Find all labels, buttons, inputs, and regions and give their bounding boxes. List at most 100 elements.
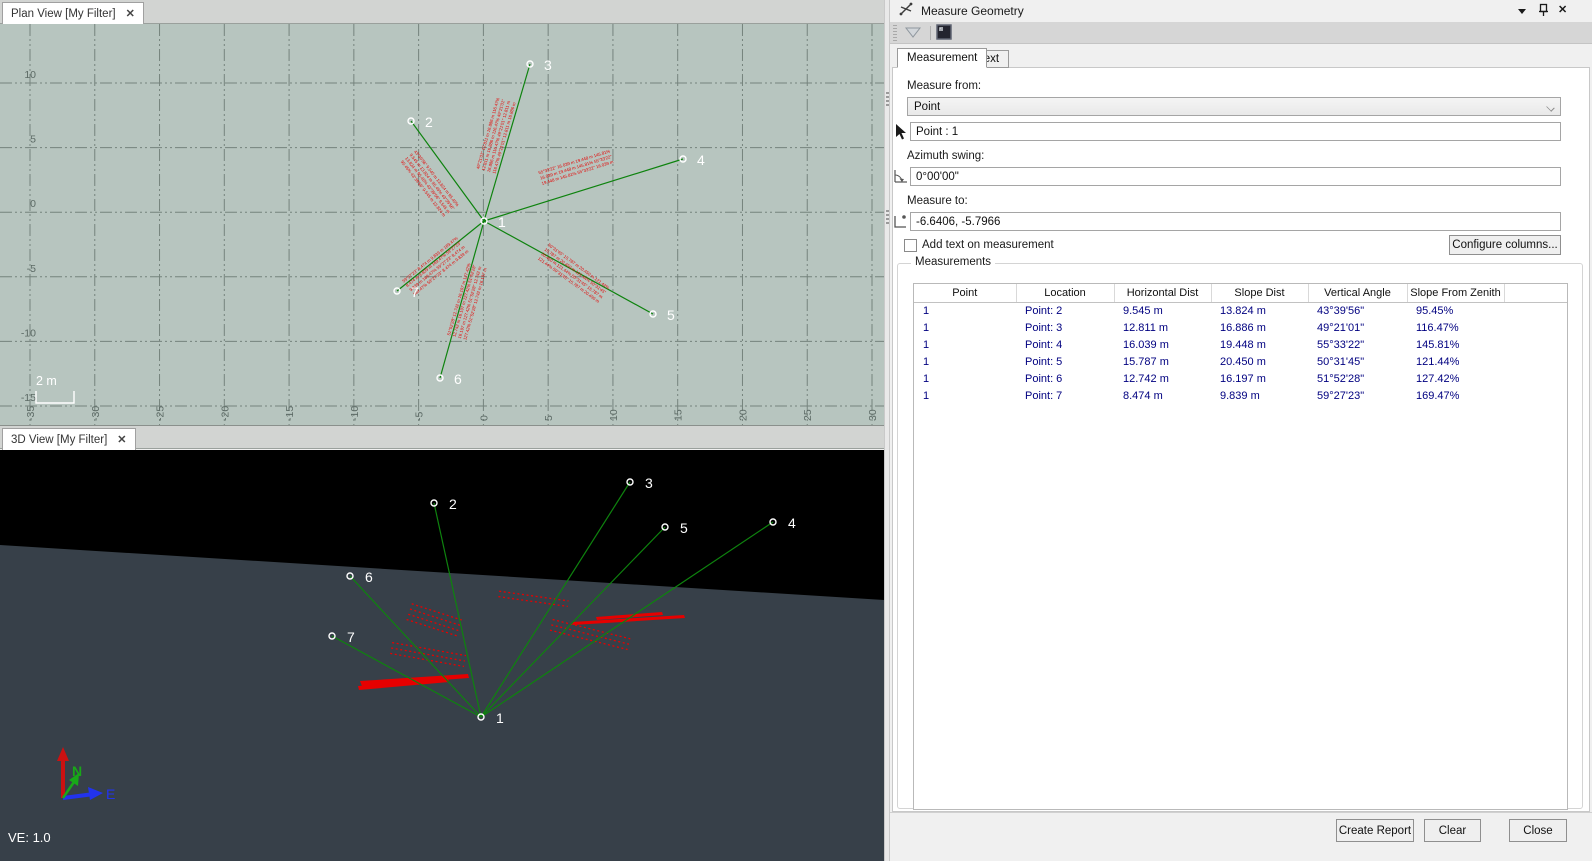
table-cell: 1	[923, 304, 930, 317]
angle-icon	[893, 168, 908, 184]
point-marker[interactable]	[626, 478, 634, 486]
column-header[interactable]: Location	[1016, 284, 1115, 303]
tab-measurement-label: Measurement	[907, 52, 978, 64]
measurement-line[interactable]	[410, 120, 485, 222]
table-cell: 55°33'22"	[1317, 338, 1365, 351]
toolbar-grip[interactable]	[893, 25, 897, 41]
point-marker[interactable]	[679, 155, 687, 163]
table-row[interactable]: 1 Point: 3 12.811 m 16.886 m 49°21'01" 116.47…	[914, 319, 1567, 336]
close-button[interactable]: Close	[1509, 819, 1567, 842]
tab-3d-view[interactable]: 3D View [My Filter] ✕	[2, 428, 136, 450]
dropdown-triangle-icon[interactable]	[904, 26, 924, 40]
panel-menu-caret-icon[interactable]	[1518, 9, 1526, 14]
measurement-line[interactable]	[396, 220, 485, 292]
measurement-line[interactable]	[483, 220, 654, 315]
point-label: 2	[449, 496, 457, 512]
red-scan-strip	[360, 674, 469, 686]
coordinate-point-icon	[893, 213, 908, 229]
toolbar-separator	[930, 26, 931, 40]
table-row[interactable]: 1 Point: 7 8.474 m 9.839 m 59°27'23" 169.47%	[914, 387, 1567, 404]
measure-from-point-value: Point : 1	[916, 125, 959, 138]
configure-columns-label: Configure columns...	[1452, 239, 1558, 251]
table-row[interactable]: 1 Point: 5 15.787 m 20.450 m 50°31'45" 121.44…	[914, 353, 1567, 370]
cursor-pick-icon[interactable]	[893, 124, 908, 140]
measure-to-input[interactable]: -6.6406, -5.7966	[910, 212, 1561, 231]
measurement-line[interactable]	[483, 63, 531, 222]
tab-measurement[interactable]: Measurement	[897, 48, 988, 68]
y-axis-tick-label: 0	[30, 198, 36, 210]
point-label: 1	[496, 710, 504, 726]
chevron-down-icon	[1546, 103, 1555, 112]
column-header[interactable]: Slope From Zenith	[1407, 284, 1505, 303]
point-marker[interactable]	[407, 117, 415, 125]
table-row[interactable]: 1 Point: 2 9.545 m 13.824 m 43°39'56" 95.45%	[914, 302, 1567, 319]
column-header[interactable]: Point	[914, 284, 1017, 303]
measurement-line[interactable]	[349, 575, 482, 718]
column-header[interactable]: Vertical Angle	[1308, 284, 1408, 303]
plan-view-canvas[interactable]: -35 -30 -25 -20 -15 -10 -5 0 5 10 15 20 25 301050-5-1…	[0, 24, 884, 425]
measurement-line[interactable]	[331, 635, 482, 718]
north-axis-label: N	[72, 763, 82, 779]
point-marker[interactable]	[769, 518, 777, 526]
measurement-line[interactable]	[480, 521, 774, 718]
column-header[interactable]: Slope Dist	[1211, 284, 1309, 303]
snapshot-tool-icon[interactable]	[936, 24, 953, 41]
clear-label: Clear	[1438, 824, 1467, 837]
x-axis-tick-label: 15	[673, 409, 685, 421]
close-icon[interactable]: ✕	[117, 434, 127, 446]
column-header[interactable]: Horizontal Dist	[1114, 284, 1212, 303]
x-axis-tick-label: 0	[478, 415, 490, 421]
point-label: 4	[697, 152, 705, 168]
point-marker[interactable]	[430, 499, 438, 507]
measurement-line[interactable]	[480, 481, 631, 718]
table-cell: Point: 3	[1025, 321, 1063, 334]
point-marker[interactable]	[393, 287, 401, 295]
point-marker[interactable]	[480, 217, 488, 225]
clear-button[interactable]: Clear	[1424, 819, 1481, 842]
point-marker[interactable]	[436, 374, 444, 382]
table-cell: Point: 6	[1025, 372, 1063, 385]
table-cell: 15.787 m	[1123, 355, 1169, 368]
table-cell: 127.42%	[1416, 372, 1460, 385]
red-scan-strip	[572, 615, 685, 625]
measurement-line[interactable]	[483, 158, 684, 222]
measurement-line[interactable]	[480, 526, 666, 718]
point-label: 5	[680, 520, 688, 536]
close-label: Close	[1523, 824, 1553, 837]
close-icon[interactable]: ✕	[1558, 4, 1568, 16]
red-scan-strip	[358, 679, 449, 690]
azimuth-swing-input[interactable]: 0°00'00"	[910, 167, 1561, 186]
point-label: 6	[365, 569, 373, 585]
point-label: 6	[454, 371, 462, 387]
tab-plan-view[interactable]: Plan View [My Filter] ✕	[2, 2, 144, 24]
scale-bar-label: 2 m	[36, 374, 57, 388]
tab-3d-view-label: 3D View [My Filter]	[11, 433, 108, 446]
create-report-button[interactable]: Create Report	[1336, 819, 1414, 842]
add-text-checkbox[interactable]	[904, 239, 917, 252]
measurement-line[interactable]	[439, 220, 485, 379]
measure-from-dropdown[interactable]: Point	[907, 97, 1561, 116]
panel-splitter[interactable]	[884, 0, 890, 861]
pin-icon[interactable]	[1538, 3, 1549, 20]
x-axis-tick-label: -15	[284, 406, 296, 421]
panel-titlebar: Measure Geometry ✕	[890, 0, 1592, 22]
table-row[interactable]: 1 Point: 4 16.039 m 19.448 m 55°33'22" 145.81…	[914, 336, 1567, 353]
point-marker[interactable]	[328, 632, 336, 640]
close-icon[interactable]: ✕	[125, 8, 135, 20]
measure-from-point-input[interactable]: Point : 1	[910, 122, 1561, 141]
table-cell	[1504, 302, 1567, 319]
measure-from-value: Point	[914, 100, 941, 113]
point-marker[interactable]	[661, 523, 669, 531]
measurement-line[interactable]	[433, 502, 482, 718]
table-row[interactable]: 1 Point: 6 12.742 m 16.197 m 51°52'28" 127.42…	[914, 370, 1567, 387]
table-cell	[1504, 353, 1567, 370]
point-marker[interactable]	[526, 60, 534, 68]
column-header[interactable]	[1504, 284, 1567, 303]
point-marker[interactable]	[649, 310, 657, 318]
point-marker[interactable]	[477, 713, 485, 721]
configure-columns-button[interactable]: Configure columns...	[1449, 235, 1561, 255]
point-marker[interactable]	[346, 572, 354, 580]
measurements-table-container[interactable]: Point Location Horizontal Dist Slope Dist Ve…	[913, 283, 1568, 810]
table-cell: 95.45%	[1416, 304, 1454, 317]
